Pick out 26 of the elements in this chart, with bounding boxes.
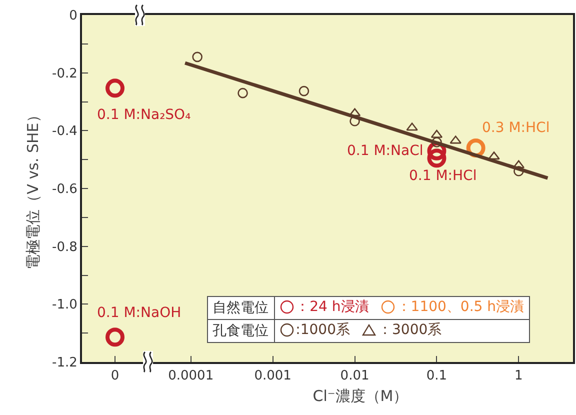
- y-tick-label: -0.8: [52, 240, 78, 255]
- legend-label: :1000系: [296, 321, 350, 339]
- legend-label: ：3000系: [378, 321, 442, 339]
- y-tick-label: -0.6: [52, 182, 78, 198]
- annotation: 0.1 M:NaCl: [347, 143, 424, 159]
- x-tick-label: 0.1: [426, 368, 448, 384]
- y-tick-label: -1.2: [52, 356, 78, 371]
- annotation: 0.3 M:HCl: [482, 120, 550, 136]
- annotation: 孔食電位: [207, 320, 274, 342]
- y-tick-label: -0.2: [52, 66, 78, 82]
- x-tick-label: 0.0001: [168, 368, 214, 384]
- x-axis-title: Cl⁻濃度（M）: [312, 387, 408, 406]
- x-tick-label: 0: [110, 368, 120, 384]
- annotation: 0.1 M:Na₂SO₄: [97, 107, 192, 123]
- annotation: 自然電位: [207, 296, 274, 320]
- legend-label: ：24 h浸漬: [296, 298, 369, 316]
- y-tick-label: -1.0: [52, 298, 78, 313]
- x-tick-label: 0.001: [254, 368, 292, 384]
- annotation: 0.1 M:NaOH: [97, 305, 182, 321]
- x-tick-label: 1: [514, 368, 523, 384]
- x-tick-label: 0.01: [340, 368, 370, 384]
- y-axis-title: 電極電位（V vs. SHE）: [24, 108, 42, 270]
- y-tick-label: -0.4: [52, 124, 78, 140]
- y-tick-label: 0: [69, 8, 78, 24]
- legend-label: ：1100、0.5 h浸漬: [396, 298, 524, 316]
- annotation: 0.1 M:HCl: [409, 168, 477, 184]
